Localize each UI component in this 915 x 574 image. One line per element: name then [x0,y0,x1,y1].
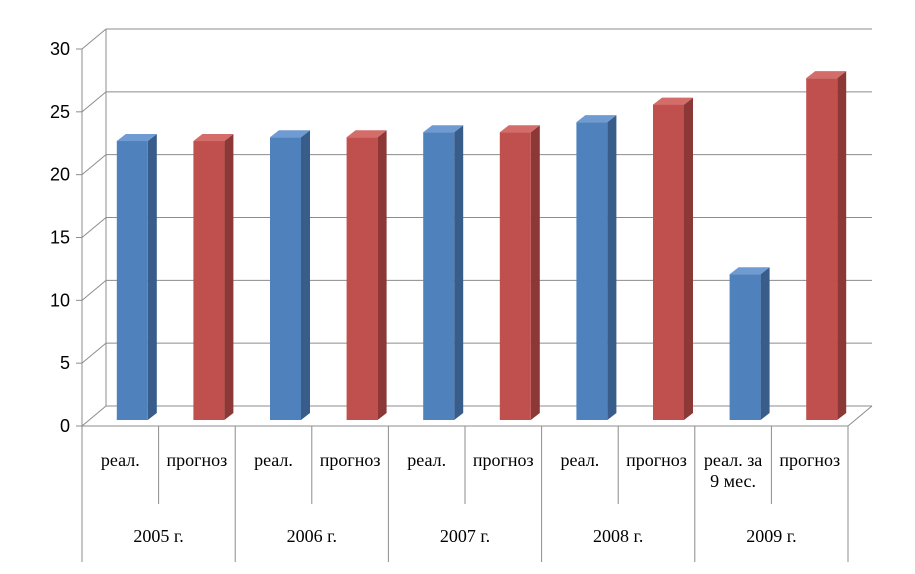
y-tick-label: 10 [50,290,70,310]
group-label: 2005 г. [133,526,183,546]
bar-real-2009-side [760,267,770,420]
gridline-depth [81,217,107,238]
axis-layer [76,48,849,562]
gridline-depth [81,91,107,113]
bar-forecast-2008 [653,104,684,421]
grid-layer [81,28,873,427]
bar-real-2009 [729,274,761,420]
gridline-depth [81,154,107,176]
bar-forecast-2009-side [837,71,847,420]
bar-real-2009-top [729,267,770,275]
bar-category-label: 9 мес. [710,471,756,491]
bar-layer [116,71,847,421]
gridline-depth [81,342,107,364]
bar-forecast-2005-side [224,134,234,420]
y-tick-label: 20 [50,165,70,185]
gridline-depth [81,28,107,50]
bar-category-label: реал. за [704,450,762,470]
bar-real-2008-top [576,115,617,123]
bar-forecast-2006 [346,137,378,420]
bar-forecast-2006-top [346,130,387,138]
bar-forecast-2009-top [806,71,847,79]
group-label: 2008 г. [593,526,643,546]
bar-category-label: прогноз [320,450,381,470]
bar-forecast-2008-top [653,97,693,105]
bar-category-label: прогноз [626,450,687,470]
bar-real-2005-side [147,134,157,420]
y-tick-label: 30 [50,39,70,59]
y-tick-label: 0 [60,416,70,436]
bar-forecast-2007-side [530,125,540,421]
bar-forecast-2007 [499,132,531,420]
group-label: 2009 г. [746,526,796,546]
bar-real-2006-top [270,130,310,138]
bar-category-label: реал. [407,450,446,470]
y-tick-label: 25 [50,102,70,122]
bar-real-2007 [423,132,455,420]
bar-category-label: реал. [101,450,140,470]
bar-category-label: прогноз [779,450,840,470]
floor-right-edge [847,405,873,427]
bar-category-label: прогноз [473,450,534,470]
bar-real-2006 [270,137,301,420]
bar-real-2005-top [116,134,157,142]
label-layer: 0 5 10 15 20 25 30 реал. прогноз 2005 г. реал. прог… [50,39,840,546]
bar-real-2005 [116,141,148,420]
bar-category-label: прогноз [167,450,228,470]
bar-forecast-2008-side [684,97,693,421]
gridline-depth [81,405,107,427]
bar-real-2008 [576,122,608,421]
y-tick-label: 15 [50,228,70,248]
bar-real-2007-top [423,125,464,133]
group-label: 2006 г. [287,526,337,546]
gridline-depth [81,279,107,301]
bar-forecast-2006-side [377,130,387,420]
bar-real-2007-side [454,125,464,421]
bar-category-label: реал. [560,450,599,470]
bar-forecast-2005 [193,141,225,420]
bar-category-label: реал. [254,450,293,470]
bar-forecast-2005-top [193,134,234,142]
bar-real-2008-side [607,115,617,421]
bar-forecast-2009 [806,78,838,420]
y-tick-label: 5 [60,353,70,373]
bar-forecast-2007-top [499,125,540,133]
group-label: 2007 г. [440,526,490,546]
bar-real-2006-side [301,130,310,420]
